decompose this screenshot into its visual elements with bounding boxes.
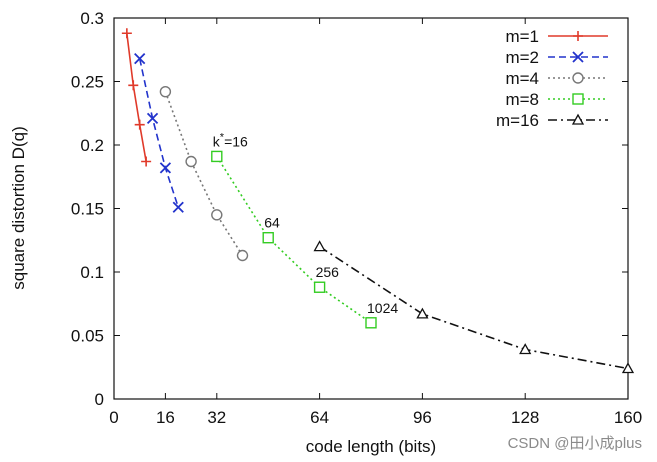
annotation-label: 64 [264, 215, 280, 231]
y-tick-label: 0.1 [80, 263, 104, 282]
data-point [134, 119, 145, 130]
y-tick-label: 0.2 [80, 136, 104, 155]
legend-label: m=4 [505, 69, 539, 88]
series-m-4 [159, 85, 249, 262]
legend-item: m=1 [505, 27, 608, 46]
x-tick-label: 160 [614, 408, 642, 427]
data-point [185, 155, 197, 168]
x-tick-label: 32 [207, 408, 226, 427]
data-point [572, 72, 584, 84]
data-point [313, 281, 326, 293]
data-point [159, 85, 172, 98]
y-tick-label: 0.25 [71, 73, 104, 92]
series-m-2 [134, 53, 184, 213]
legend-item: m=16 [496, 111, 608, 130]
legend: m=1 m=2 m=4 m=8 m=16 [496, 27, 608, 130]
data-point [416, 307, 429, 319]
x-tick-label: 128 [511, 408, 539, 427]
legend-item: m=4 [505, 69, 608, 88]
data-point [134, 53, 146, 65]
x-axis: 0 16 32 64 96 128 160 [109, 18, 642, 427]
legend-item: m=8 [505, 90, 608, 109]
data-point [159, 162, 172, 174]
data-point [572, 93, 584, 105]
x-tick-label: 16 [156, 408, 175, 427]
series-line [138, 58, 180, 208]
data-point [519, 343, 532, 355]
y-axis-title: square distortion D(q) [9, 126, 28, 289]
legend-label: m=8 [505, 90, 539, 109]
series-m-8 [211, 150, 377, 329]
series-layer [121, 28, 635, 374]
legend-label: m=1 [505, 27, 539, 46]
legend-label: m=16 [496, 111, 539, 130]
watermark: CSDN @田小成plus [508, 435, 642, 452]
series-line [319, 245, 629, 370]
annotation-label: 256 [316, 264, 340, 280]
annotations: k*=16 64 256 1024 [213, 131, 399, 315]
x-tick-label: 96 [413, 408, 432, 427]
data-point [262, 232, 274, 244]
annotation-label: k*=16 [213, 131, 248, 149]
data-point [141, 156, 152, 167]
data-point [146, 112, 159, 124]
y-tick-label: 0.05 [71, 327, 104, 346]
x-tick-label: 64 [310, 408, 329, 427]
x-tick-label: 0 [109, 408, 118, 427]
series-m-16 [313, 240, 635, 374]
series-line [216, 156, 372, 324]
data-point [236, 249, 249, 262]
data-point [128, 80, 139, 91]
plot-frame [113, 17, 629, 400]
series-line [164, 91, 244, 256]
y-axis: 0 0.05 0.1 0.15 0.2 0.25 0.3 [71, 9, 628, 409]
data-point [313, 240, 326, 252]
series-m-1 [121, 28, 152, 167]
data-point [211, 209, 223, 221]
legend-item: m=2 [505, 48, 608, 67]
y-tick-label: 0.3 [80, 9, 104, 28]
data-point [211, 150, 223, 163]
annotation-label: 1024 [367, 300, 398, 316]
data-point [621, 362, 635, 374]
series-line [126, 33, 147, 162]
x-axis-title: code length (bits) [306, 437, 436, 456]
legend-label: m=2 [505, 48, 539, 67]
data-point [121, 28, 132, 39]
data-point [571, 113, 585, 125]
data-point [572, 51, 584, 63]
data-point [172, 201, 184, 213]
y-tick-label: 0 [95, 390, 104, 409]
data-point [365, 317, 377, 329]
y-tick-label: 0.15 [71, 200, 104, 219]
data-point [573, 31, 583, 41]
